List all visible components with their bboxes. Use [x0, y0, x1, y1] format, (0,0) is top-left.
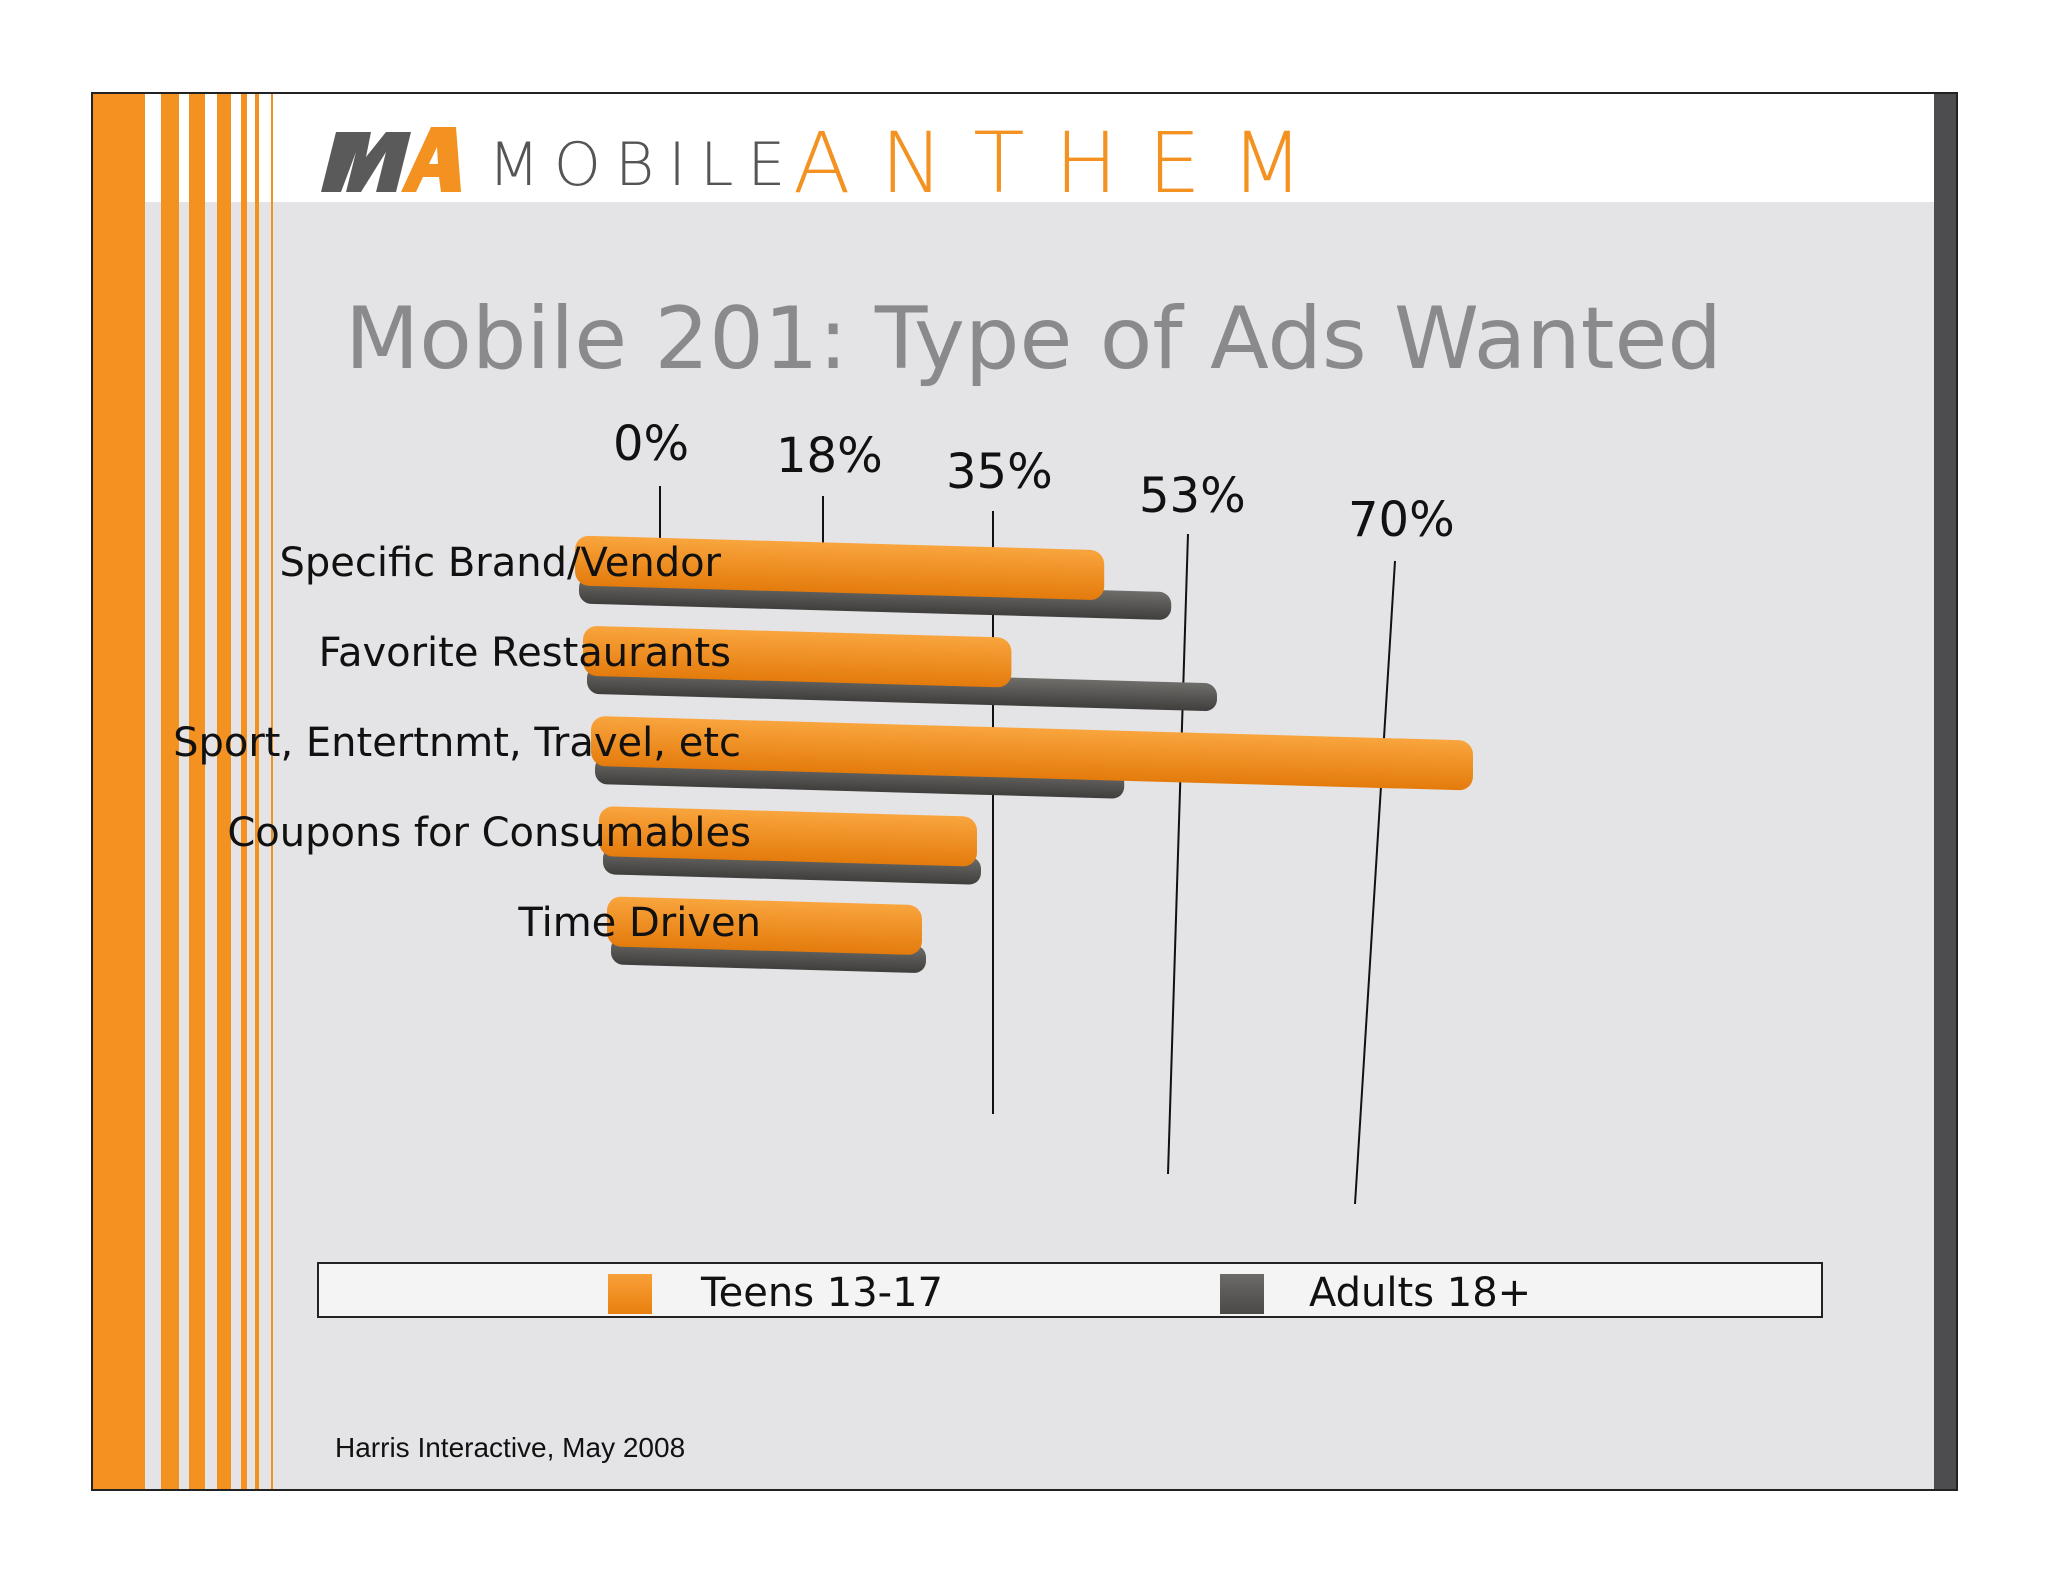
bar-teens: [583, 626, 1012, 688]
gridline: [1167, 533, 1189, 1175]
chart-legend: Teens 13-17 Adults 18+: [317, 1262, 1823, 1318]
tick-label: 53%: [1139, 468, 1246, 524]
category-label: Coupons for Consumables: [227, 810, 751, 856]
bar-teens: [575, 535, 1105, 600]
category-label: Sport, Entertnmt, Travel, etc: [173, 720, 741, 766]
legend-label-adults: Adults 18+: [1309, 1270, 1532, 1316]
bar-chart: 0% 18% 35% 53% 70% Specific Brand/Vendor Favor…: [173, 416, 1473, 1205]
logo-word-mobile: MOBILE: [488, 130, 800, 200]
legend-label-teens: Teens 13-17: [701, 1270, 943, 1316]
bar-teens: [599, 806, 977, 867]
bar-teens: [607, 896, 922, 955]
category-label: Time Driven: [517, 900, 761, 946]
source-note: Harris Interactive, May 2008: [335, 1432, 686, 1463]
page-title: Mobile 201: Type of Ads Wanted: [345, 289, 1723, 389]
legend-swatch-teens: [608, 1274, 652, 1314]
bar-teens: [591, 716, 1473, 791]
logo-word-anthem: ANTHEM: [793, 114, 1334, 212]
legend-swatch-adults: [1220, 1274, 1264, 1314]
tick-label: 35%: [946, 444, 1053, 500]
right-edge-bar: [1934, 94, 1956, 1489]
logo-mark-icon: [321, 127, 461, 192]
slide: MOBILE ANTHEM Mobile 201: Type of Ads Wa…: [91, 92, 1958, 1491]
tick-label: 18%: [776, 428, 883, 484]
category-label: Favorite Restaurants: [319, 630, 731, 676]
tick-label: 70%: [1348, 492, 1455, 548]
gridline: [1354, 560, 1396, 1205]
orange-stripes: [93, 94, 273, 1489]
tick-label: 0%: [613, 416, 689, 472]
category-label: Specific Brand/Vendor: [279, 540, 721, 586]
